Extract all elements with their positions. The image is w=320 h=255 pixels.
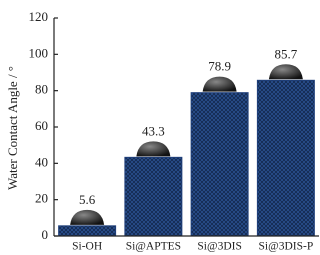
x-tick-label: Si@3DIS-P	[259, 241, 314, 253]
x-tick-label: Si@3DIS	[197, 241, 241, 253]
value-label: 43.3	[142, 123, 165, 138]
y-tick-label: 0	[42, 227, 49, 242]
y-tick-label: 120	[29, 9, 49, 24]
y-tick-label: 80	[35, 82, 48, 97]
droplet	[136, 141, 170, 156]
x-tick-label: Si@APTES	[126, 241, 181, 253]
droplet	[269, 64, 303, 79]
bar	[257, 80, 314, 236]
y-axis-label: Water Contact Angle / °	[5, 66, 20, 190]
value-label: 78.9	[208, 59, 231, 74]
y-tick-label: 20	[35, 191, 48, 206]
bar	[125, 157, 182, 236]
bar	[191, 93, 248, 236]
x-tick-label: Si-OH	[72, 241, 102, 253]
droplet	[70, 210, 104, 225]
droplet	[203, 77, 237, 92]
value-label: 85.7	[275, 46, 298, 61]
y-tick-label: 40	[35, 154, 48, 169]
bar	[59, 226, 116, 236]
value-label: 5.6	[79, 192, 96, 207]
y-tick-label: 60	[35, 118, 48, 133]
y-tick-label: 100	[29, 45, 49, 60]
chart: Water Contact Angle / ° 0 20 40 60 80 100 120 S…	[0, 0, 320, 255]
